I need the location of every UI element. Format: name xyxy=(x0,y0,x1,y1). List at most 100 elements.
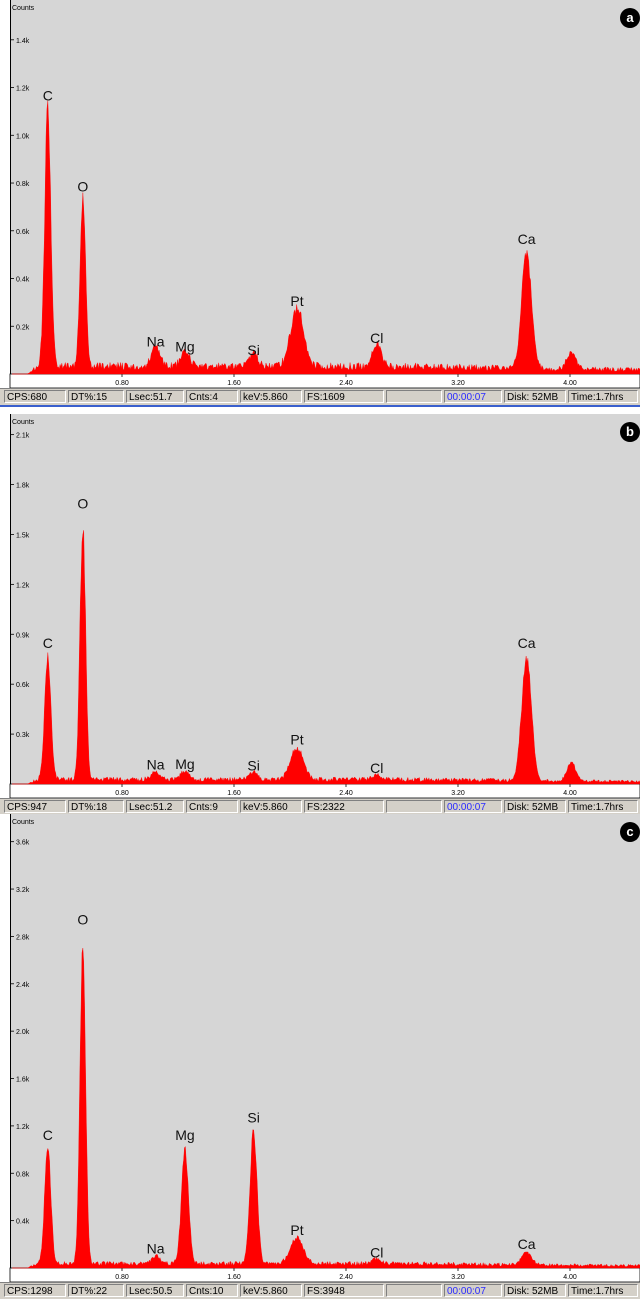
status-fs: FS:2322 xyxy=(304,800,384,813)
y-tick-label: 0.6k xyxy=(16,229,30,236)
status-lsec: Lsec:50.5 xyxy=(126,1284,184,1297)
status-cnts: Cnts:9 xyxy=(186,800,238,813)
peak-label-c: C xyxy=(43,88,53,104)
x-tick-label: 1.60 xyxy=(227,790,241,797)
status-time: 00:00:07 xyxy=(444,800,502,813)
status-disk: Disk: 52MB xyxy=(504,1284,566,1297)
y-tick-label: 1.5k xyxy=(16,532,30,539)
y-tick-label: 1.2k xyxy=(16,582,30,589)
x-axis-strip xyxy=(9,783,640,798)
status-time: 00:00:07 xyxy=(444,390,502,403)
status-disk: Disk: 52MB xyxy=(504,800,566,813)
status-lsec: Lsec:51.2 xyxy=(126,800,184,813)
x-tick-label: 1.60 xyxy=(227,1274,241,1281)
status-cnts: Cnts:10 xyxy=(186,1284,238,1297)
status-time: 00:00:07 xyxy=(444,1284,502,1297)
spectrum-trace xyxy=(12,948,640,1269)
plot-background xyxy=(10,414,640,784)
y-tick-label: 0.9k xyxy=(16,632,30,639)
y-tick-label: 0.6k xyxy=(16,682,30,689)
y-tick-label: 2.8k xyxy=(16,934,30,941)
y-tick-label: 0.3k xyxy=(16,732,30,739)
x-tick-label: 0.80 xyxy=(115,380,129,387)
status-bar: CPS:680 DT%:15 Lsec:51.7 Cnts:4 keV:5.860 FS:… xyxy=(0,388,640,405)
panel-badge: a xyxy=(620,8,640,28)
status-blank xyxy=(386,800,442,813)
panel-badge: b xyxy=(620,422,640,442)
peak-label-mg: Mg xyxy=(175,338,194,354)
status-dt: DT%:18 xyxy=(68,800,124,813)
peak-label-o: O xyxy=(77,912,88,928)
y-tick-label: 0.4k xyxy=(16,1219,30,1226)
peak-label-pt: Pt xyxy=(290,1222,303,1238)
status-kev: keV:5.860 xyxy=(240,1284,302,1297)
peak-label-mg: Mg xyxy=(175,756,194,772)
spectrum-panel-b: Counts 0.3k 0.6k 0.9k 1.2k 1.5k 1.8k 2.1k 0.80 1.… xyxy=(0,414,640,815)
status-cps: CPS:1298 xyxy=(4,1284,66,1297)
peak-label-si: Si xyxy=(247,342,259,358)
status-blank xyxy=(386,390,442,403)
spectrum-trace xyxy=(12,100,640,375)
status-hrs: Time:1.7hrs xyxy=(568,390,638,403)
svg-text:c: c xyxy=(626,824,633,839)
peak-label-o: O xyxy=(77,178,88,194)
y-tick-label: 1.6k xyxy=(16,1077,30,1084)
y-tick-label: 2.1k xyxy=(16,433,30,440)
x-tick-label: 2.40 xyxy=(339,790,353,797)
status-fs: FS:3948 xyxy=(304,1284,384,1297)
peak-label-cl: Cl xyxy=(370,330,383,346)
y-tick-label: 0.8k xyxy=(16,1171,30,1178)
status-bar: CPS:1298 DT%:22 Lsec:50.5 Cnts:10 keV:5.860 F… xyxy=(0,1282,640,1299)
peak-label-na: Na xyxy=(147,334,165,350)
x-tick-label: 2.40 xyxy=(339,380,353,387)
status-hrs: Time:1.7hrs xyxy=(568,800,638,813)
status-bar: CPS:947 DT%:18 Lsec:51.2 Cnts:9 keV:5.860 FS:… xyxy=(0,798,640,815)
spectrum-panel-c: Counts 0.4k 0.8k 1.2k 1.6k 2.0k 2.4k 2.8k 3.2k 3.… xyxy=(0,814,640,1299)
peak-label-ca: Ca xyxy=(518,635,536,651)
spectrum-chart-a: Counts 0.2k 0.4k 0.6k 0.8k 1.0k 1.2k 1.4k 0.80 1.… xyxy=(9,0,640,388)
y-tick-label: 1.8k xyxy=(16,483,30,490)
peak-label-mg: Mg xyxy=(175,1127,194,1143)
status-kev: keV:5.860 xyxy=(240,800,302,813)
x-tick-label: 0.80 xyxy=(115,1274,129,1281)
peak-label-ca: Ca xyxy=(518,1236,536,1252)
y-tick-label: 2.0k xyxy=(16,1029,30,1036)
panel-separator xyxy=(0,405,640,407)
plot-background xyxy=(10,0,640,374)
y-tick-label: 0.4k xyxy=(16,277,30,284)
spectrum-panel-a: Counts 0.2k 0.4k 0.6k 0.8k 1.0k 1.2k 1.4k 0.80 1.… xyxy=(0,0,640,405)
peak-label-cl: Cl xyxy=(370,760,383,776)
y-axis-label: Counts xyxy=(12,5,35,12)
status-fs: FS:1609 xyxy=(304,390,384,403)
y-tick-label: 1.0k xyxy=(16,133,30,140)
y-tick-label: 3.6k xyxy=(16,840,30,847)
status-cps: CPS:680 xyxy=(4,390,66,403)
peak-label-pt: Pt xyxy=(290,732,303,748)
peak-label-si: Si xyxy=(247,758,259,774)
svg-text:b: b xyxy=(626,424,634,439)
y-axis-label: Counts xyxy=(12,419,35,426)
spectrum-trace xyxy=(12,530,640,785)
x-tick-label: 4.00 xyxy=(563,790,577,797)
peak-label-si: Si xyxy=(247,1109,259,1125)
status-cnts: Cnts:4 xyxy=(186,390,238,403)
peak-label-pt: Pt xyxy=(290,293,303,309)
y-tick-label: 0.8k xyxy=(16,181,30,188)
peak-label-ca: Ca xyxy=(518,231,536,247)
status-cps: CPS:947 xyxy=(4,800,66,813)
svg-text:a: a xyxy=(626,10,634,25)
x-tick-label: 4.00 xyxy=(563,380,577,387)
y-tick-label: 1.4k xyxy=(16,38,30,45)
y-tick-label: 0.2k xyxy=(16,324,30,331)
status-kev: keV:5.860 xyxy=(240,390,302,403)
x-axis-strip xyxy=(9,373,640,388)
x-tick-label: 1.60 xyxy=(227,380,241,387)
status-blank xyxy=(386,1284,442,1297)
peak-label-c: C xyxy=(43,1127,53,1143)
status-dt: DT%:15 xyxy=(68,390,124,403)
peak-label-o: O xyxy=(77,495,88,511)
status-dt: DT%:22 xyxy=(68,1284,124,1297)
status-disk: Disk: 52MB xyxy=(504,390,566,403)
y-tick-label: 3.2k xyxy=(16,887,30,894)
y-tick-label: 2.4k xyxy=(16,982,30,989)
